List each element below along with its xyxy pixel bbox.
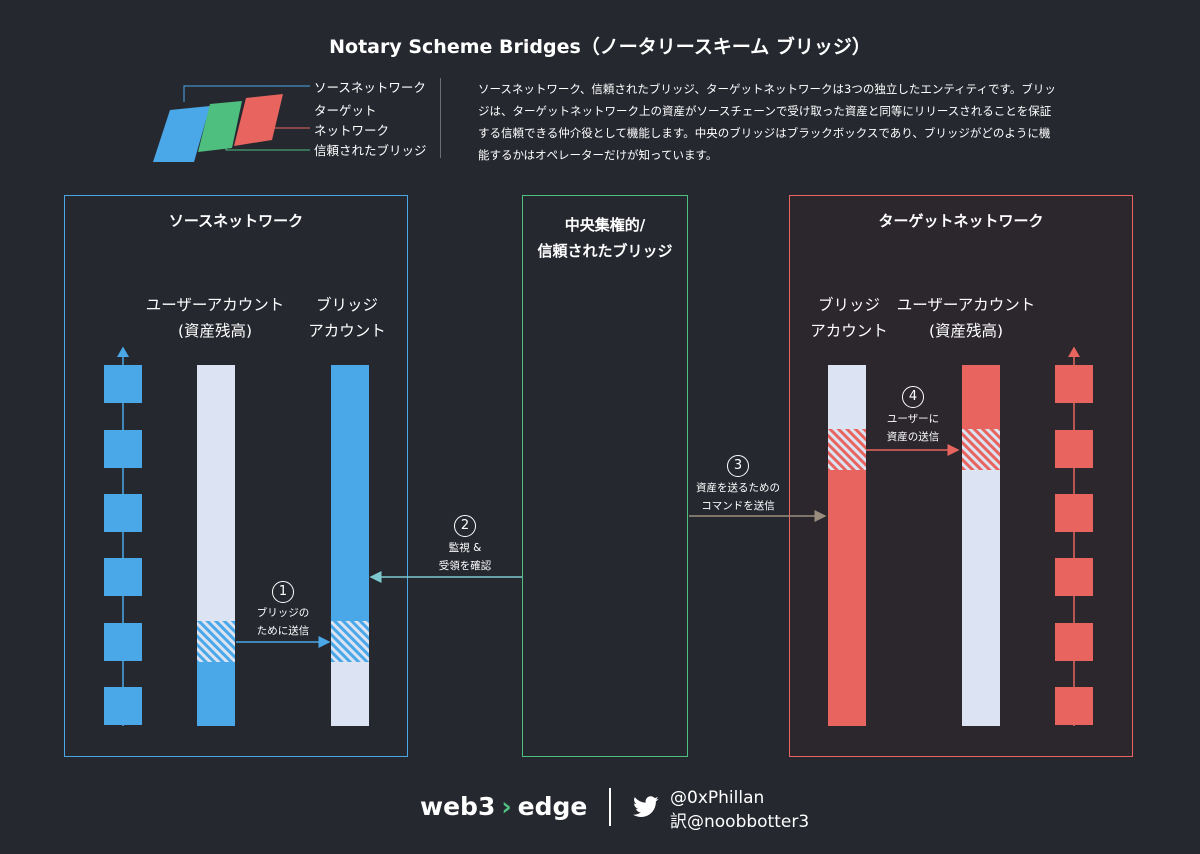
source-network-box: ソースネットワーク ユーザーアカウント (資産残高) ブリッジ アカウント [64, 195, 408, 757]
trusted-bridge-title: 中央集権的/ 信頼されたブリッジ [537, 216, 673, 260]
source-block [104, 430, 142, 468]
step1-number: 1 [272, 581, 294, 603]
step4-label: ユーザーに 資産の送信 [886, 413, 940, 443]
source-bridge-account-label: ブリッジ アカウント [308, 296, 386, 340]
target-block [1055, 623, 1093, 661]
source-block [104, 494, 142, 532]
web3edge-logo: web3 › edge [420, 792, 587, 821]
target-bridge-account-label: ブリッジ アカウント [810, 296, 888, 340]
footer-divider [609, 788, 611, 826]
target-bridge-account-bar [828, 365, 866, 726]
translator-handle[interactable]: 訳@noobbotter3 [670, 812, 810, 832]
step2-label: 監視 & 受領を確認 [438, 542, 492, 572]
source-blockchain [104, 346, 142, 726]
target-block [1055, 558, 1093, 596]
step2-number: 2 [454, 515, 476, 537]
legend-shape-target [234, 94, 283, 146]
target-block [1055, 365, 1093, 403]
target-block [1055, 687, 1093, 725]
legend-shape-source [153, 106, 210, 162]
author-handle[interactable]: @0xPhillan [670, 788, 765, 808]
legend-target-label-1: ターゲット [314, 103, 377, 118]
legend-source-label: ソースネットワーク [314, 80, 426, 95]
source-user-account-bar [197, 365, 235, 726]
logo-arrow-icon: › [501, 792, 512, 821]
legend-graphic [153, 85, 310, 162]
source-block [104, 687, 142, 725]
trusted-bridge-box: 中央集権的/ 信頼されたブリッジ [522, 195, 688, 757]
legend-line-source [183, 85, 310, 102]
target-user-account-bar [962, 365, 1000, 726]
page-title: Notary Scheme Bridges（ノータリースキーム ブリッジ） [329, 36, 871, 58]
source-network-title: ソースネットワーク [168, 212, 304, 230]
target-blockchain [1055, 346, 1093, 726]
source-block [104, 623, 142, 661]
source-bridge-account-bar [331, 365, 369, 726]
legend-shape-trusted [198, 101, 242, 152]
source-block [104, 365, 142, 403]
logo-edge: edge [517, 792, 588, 821]
step3-label: 資産を送るための コマンドを送信 [696, 482, 780, 512]
target-user-account-label: ユーザーアカウント (資産残高) [896, 296, 1036, 340]
step1-label: ブリッジの ために送信 [256, 607, 310, 637]
source-user-account-label: ユーザーアカウント (資産残高) [145, 296, 285, 340]
legend-trusted-label: 信頼されたブリッジ [314, 143, 427, 158]
target-block [1055, 430, 1093, 468]
description-text: ソースネットワーク、信頼されたブリッジ、ターゲットネットワークは3つの独立したエ… [478, 82, 1056, 162]
twitter-icon [633, 796, 659, 817]
target-block [1055, 494, 1093, 532]
target-network-title: ターゲットネットワーク [878, 212, 1044, 230]
step3-number: 3 [727, 455, 749, 477]
logo-web3: web3 [420, 792, 496, 821]
source-block [104, 558, 142, 596]
step4-number: 4 [902, 386, 924, 408]
footer-handles: @0xPhillan 訳@noobbotter3 [670, 786, 809, 834]
legend-divider [440, 78, 441, 158]
legend-target-label-2: ネットワーク [314, 123, 390, 138]
